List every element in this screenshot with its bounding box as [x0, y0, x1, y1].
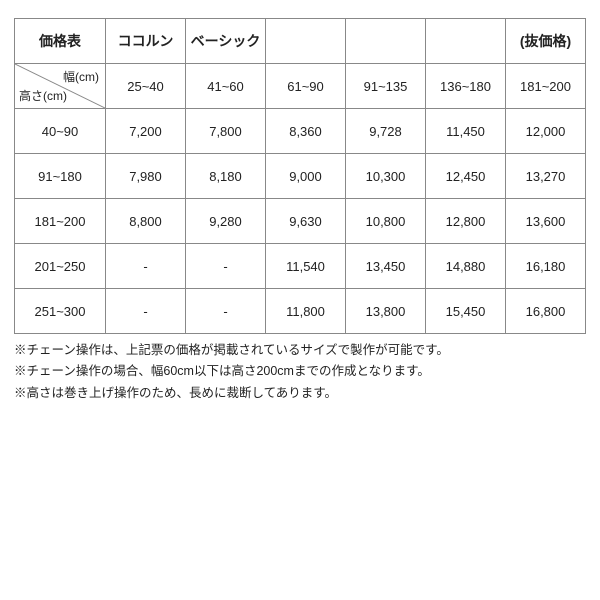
- price-cell: 7,200: [106, 109, 186, 154]
- price-cell: 9,280: [186, 199, 266, 244]
- price-cell: 8,800: [106, 199, 186, 244]
- width-range: 61~90: [266, 64, 346, 109]
- price-cell: 13,800: [346, 289, 426, 334]
- price-cell: 16,180: [506, 244, 586, 289]
- width-range: 25~40: [106, 64, 186, 109]
- height-axis-label: 高さ(cm): [19, 87, 67, 104]
- height-range: 181~200: [15, 199, 106, 244]
- price-cell: 11,800: [266, 289, 346, 334]
- price-note: (抜価格): [506, 19, 586, 64]
- price-cell: -: [186, 244, 266, 289]
- width-range: 41~60: [186, 64, 266, 109]
- price-cell: 11,540: [266, 244, 346, 289]
- price-cell: -: [106, 244, 186, 289]
- price-cell: 12,800: [426, 199, 506, 244]
- table-row: 40~90 7,200 7,800 8,360 9,728 11,450 12,…: [15, 109, 586, 154]
- height-range: 91~180: [15, 154, 106, 199]
- price-cell: 15,450: [426, 289, 506, 334]
- price-cell: 8,360: [266, 109, 346, 154]
- price-cell: 10,800: [346, 199, 426, 244]
- price-cell: 7,800: [186, 109, 266, 154]
- note-line: ※高さは巻き上げ操作のため、長めに裁断してあります。: [14, 383, 585, 404]
- table-row: 181~200 8,800 9,280 9,630 10,800 12,800 …: [15, 199, 586, 244]
- header-blank: [426, 19, 506, 64]
- header-blank: [346, 19, 426, 64]
- header-blank: [266, 19, 346, 64]
- price-cell: 12,000: [506, 109, 586, 154]
- height-range: 251~300: [15, 289, 106, 334]
- brand-2: ベーシック: [186, 19, 266, 64]
- diagonal-axis-cell: 幅(cm) 高さ(cm): [15, 64, 106, 109]
- price-cell: 10,300: [346, 154, 426, 199]
- width-range: 91~135: [346, 64, 426, 109]
- note-line: ※チェーン操作は、上記票の価格が掲載されているサイズで製作が可能です。: [14, 340, 585, 361]
- price-cell: 14,880: [426, 244, 506, 289]
- price-cell: 9,728: [346, 109, 426, 154]
- price-cell: 9,000: [266, 154, 346, 199]
- price-cell: 8,180: [186, 154, 266, 199]
- height-range: 40~90: [15, 109, 106, 154]
- axis-header-row: 幅(cm) 高さ(cm) 25~40 41~60 61~90 91~135 13…: [15, 64, 586, 109]
- height-range: 201~250: [15, 244, 106, 289]
- price-cell: 13,270: [506, 154, 586, 199]
- price-table: 価格表 ココルン ベーシック (抜価格) 幅(cm) 高さ(cm) 25~40 …: [14, 18, 586, 334]
- table-header-row: 価格表 ココルン ベーシック (抜価格): [15, 19, 586, 64]
- price-cell: 9,630: [266, 199, 346, 244]
- price-cell: -: [106, 289, 186, 334]
- price-cell: 13,450: [346, 244, 426, 289]
- width-range: 136~180: [426, 64, 506, 109]
- price-cell: -: [186, 289, 266, 334]
- price-cell: 7,980: [106, 154, 186, 199]
- table-row: 251~300 - - 11,800 13,800 15,450 16,800: [15, 289, 586, 334]
- table-row: 201~250 - - 11,540 13,450 14,880 16,180: [15, 244, 586, 289]
- notes-block: ※チェーン操作は、上記票の価格が掲載されているサイズで製作が可能です。 ※チェー…: [14, 340, 585, 404]
- table-title: 価格表: [15, 19, 106, 64]
- width-axis-label: 幅(cm): [63, 68, 99, 85]
- brand-1: ココルン: [106, 19, 186, 64]
- price-cell: 11,450: [426, 109, 506, 154]
- note-line: ※チェーン操作の場合、幅60cm以下は高さ200cmまでの作成となります。: [14, 361, 585, 382]
- price-cell: 12,450: [426, 154, 506, 199]
- width-range: 181~200: [506, 64, 586, 109]
- table-row: 91~180 7,980 8,180 9,000 10,300 12,450 1…: [15, 154, 586, 199]
- price-cell: 13,600: [506, 199, 586, 244]
- price-cell: 16,800: [506, 289, 586, 334]
